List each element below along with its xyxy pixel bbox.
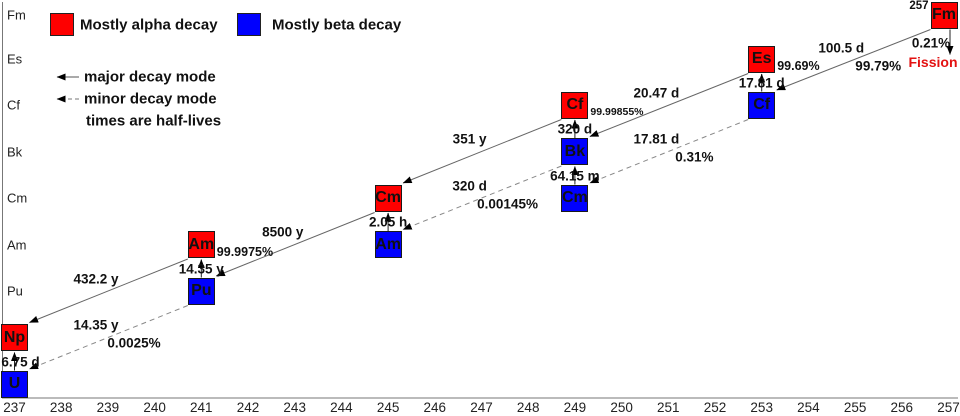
isotope-box-Am-245: Am	[374, 231, 402, 258]
alpha-legend-label: Mostly alpha decay	[80, 16, 218, 34]
x-axis-tick-251: 251	[657, 400, 680, 415]
halflife-label-Am-245-Cm-245: 2.05 h	[368, 214, 408, 230]
element-symbol: Am	[375, 235, 401, 253]
element-symbol: Am	[188, 235, 215, 253]
fission-percent-label: 0.21%	[911, 35, 951, 51]
halflife-label-Pu-241-U-237: 14.35 y	[73, 317, 119, 333]
element-symbol: Cf	[566, 96, 584, 113]
x-axis-tick-254: 254	[797, 400, 820, 415]
decay-arrow-alpha-major-Am-241-to-Np-237	[29, 258, 188, 323]
halflife-label-Cm-249-Bk-249: 64.15 m	[550, 168, 600, 183]
decay-arrow-alpha-minor-Pu-241-to-U-237	[29, 305, 188, 370]
isotope-box-Bk-249: Bk	[561, 138, 589, 165]
x-axis-tick-237: 237	[3, 400, 26, 415]
element-symbol: Pu	[191, 282, 212, 299]
percent-label-Cf-253-Es-253: 99.69%	[777, 59, 820, 73]
decay-arrow-alpha-major-Es-253-to-Bk-249	[589, 73, 749, 137]
alpha-legend-swatch	[50, 13, 74, 36]
x-axis-tick-256: 256	[890, 400, 914, 415]
x-axis-tick-238: 238	[49, 400, 73, 415]
isotope-box-Pu-241: Pu	[187, 277, 215, 305]
x-axis-tick-240: 240	[143, 400, 166, 415]
element-symbol: Cf	[753, 96, 771, 113]
halflife-label-Fm-257-Cf-253: 100.5 d	[818, 40, 865, 56]
halflife-label-Pu-241-Am-241: 14.35 y	[178, 261, 224, 276]
isotope-box-Cm-245: Cm	[374, 184, 402, 212]
isotope-box-Cm-249: Cm	[561, 184, 589, 212]
x-axis-tick-242: 242	[236, 400, 260, 415]
element-symbol: Np	[3, 328, 26, 346]
decay-arrow-alpha-minor-Bk-249-to-Am-245	[402, 165, 562, 230]
isotope-box-Fm-257: Fm	[930, 1, 958, 29]
isotope-box-Cf-249: Cf	[561, 91, 589, 119]
percent-label-Pu-241-U-237: 0.0025%	[107, 335, 161, 351]
element-symbol: Fm	[932, 6, 956, 23]
percent-label-Cf-253-Cm-249: 0.31%	[675, 149, 714, 165]
x-axis-tick-250: 250	[610, 400, 633, 415]
decay-arrow-alpha-minor-Cf-253-to-Cm-249	[589, 119, 749, 184]
major-decay-legend-label: major decay mode	[84, 68, 216, 86]
halflife-label-Cf-253-Cm-249: 17.81 d	[633, 131, 680, 147]
x-axis-tick-252: 252	[703, 400, 727, 415]
y-axis-label-Pu: Pu	[7, 283, 23, 299]
element-symbol: Cm	[562, 189, 588, 206]
x-axis-tick-253: 253	[750, 400, 773, 415]
percent-label-Pu-241-Am-241: 99.9975%	[216, 244, 274, 259]
halflife-label-Cf-253-Es-253: 17.81 d	[738, 75, 785, 91]
x-axis-tick-255: 255	[843, 400, 867, 415]
x-axis-tick-244: 244	[330, 400, 353, 415]
beta-legend-label: Mostly beta decay	[272, 16, 402, 34]
halflife-label-Am-241-Np-237: 432.2 y	[73, 271, 119, 287]
isotope-box-Cf-253: Cf	[748, 91, 776, 119]
decay-arrow-alpha-major-Fm-257-to-Cf-253	[776, 29, 931, 91]
halflife-label-Bk-249-Cf-249: 320 d	[557, 121, 593, 137]
percent-label-Bk-249-Am-245: 0.00145%	[477, 196, 538, 212]
element-symbol: Cm	[375, 189, 401, 206]
x-axis-tick-247: 247	[470, 400, 493, 415]
element-symbol: Bk	[564, 142, 586, 160]
fission-label: Fission	[908, 53, 958, 70]
halflife-label-Cm-245-Pu-241: 8500 y	[262, 224, 304, 240]
halflife-label-Bk-249-Am-245: 320 d	[452, 178, 487, 194]
isotope-box-Am-241: Am	[187, 231, 215, 258]
x-axis-tick-239: 239	[96, 400, 120, 415]
decay-arrow-alpha-major-Cf-249-to-Cm-245	[402, 119, 562, 184]
y-axis-label-Es: Es	[7, 51, 23, 67]
y-axis-label-Bk: Bk	[7, 144, 23, 159]
element-symbol: Es	[751, 50, 772, 67]
x-axis-tick-246: 246	[423, 400, 447, 415]
percent-label-Bk-249-Cf-249: 99.99855%	[590, 106, 644, 118]
x-axis-tick-243: 243	[283, 400, 306, 415]
minor-decay-legend-label: minor decay mode	[84, 90, 217, 108]
isotope-box-Es-253: Es	[748, 45, 776, 73]
halflife-label-Cf-249-Cm-245: 351 y	[452, 131, 487, 147]
halflife-label-Es-253-Bk-249: 20.47 d	[633, 85, 680, 101]
y-axis-label-Cm: Cm	[7, 190, 28, 206]
element-symbol: U	[8, 375, 21, 392]
percent-label-Fm-257-Cf-253: 99.79%	[855, 58, 902, 74]
x-axis-tick-249: 249	[563, 400, 587, 415]
y-axis-label-Cf: Cf	[7, 97, 20, 113]
halflife-label-U-237-Np-237: 6.75 d	[1, 354, 40, 369]
x-axis-tick-241: 241	[190, 400, 213, 415]
mass-superscript: 257	[909, 0, 929, 12]
axis-lines	[2, 2, 958, 399]
isotope-box-Np-237: Np	[1, 324, 28, 351]
halflife-note: times are half-lives	[86, 112, 222, 130]
y-axis-label-Fm: Fm	[7, 7, 26, 23]
x-axis-tick-245: 245	[376, 400, 400, 415]
y-axis-label-Am: Am	[7, 237, 27, 252]
beta-legend-swatch	[237, 13, 261, 36]
decay-arrow-alpha-major-Cm-245-to-Pu-241	[215, 212, 375, 277]
x-axis-tick-248: 248	[516, 400, 540, 415]
isotope-box-U-237: U	[1, 370, 28, 398]
x-axis-tick-257: 257	[937, 400, 960, 415]
